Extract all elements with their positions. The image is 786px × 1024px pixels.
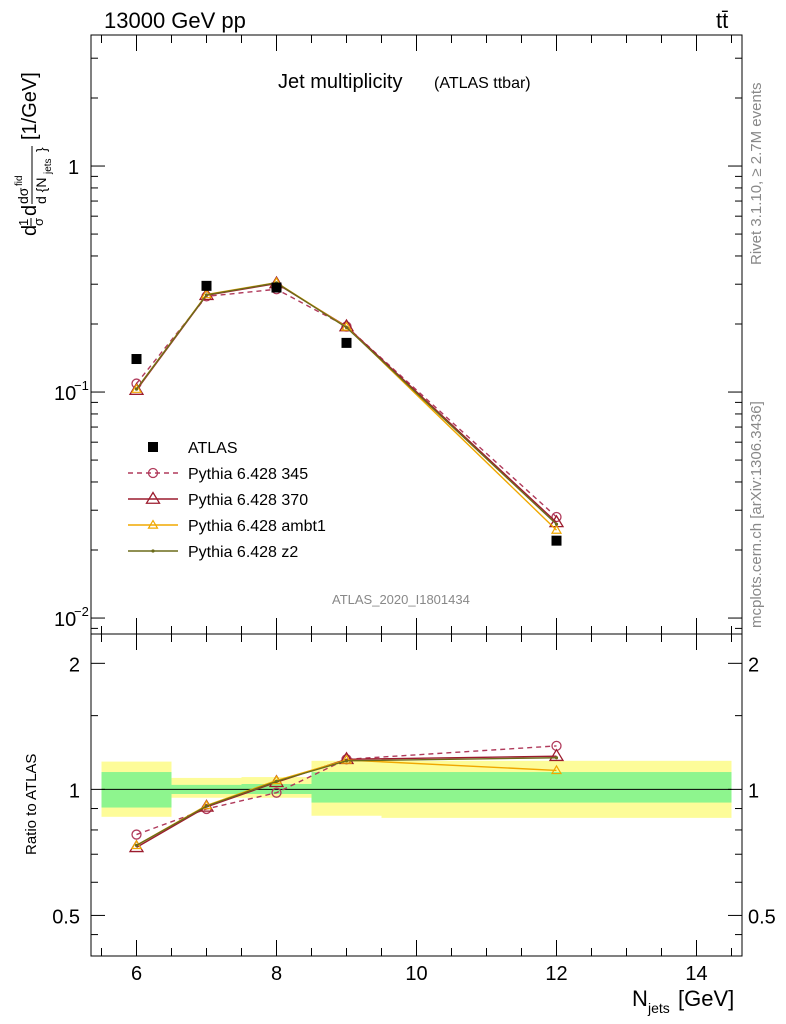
legend-marker [148,442,158,452]
ratio-series-group [128,740,565,853]
x-ticks: 6 8 10 12 14 [101,35,732,985]
atlas-data-point [131,354,142,365]
svg-text:σ: σ [31,218,46,226]
legend-label: Pythia 6.428 370 [188,492,308,509]
main-series-point [204,293,209,297]
ratio-y-tick-label: 1 [69,780,80,802]
x-tick-label: 8 [271,963,282,985]
svg-text:d: d [19,205,41,216]
svg-text:−1: −1 [74,378,89,393]
svg-text:}: } [33,147,49,152]
ratio-series-point [270,774,283,785]
svg-text:10: 10 [54,609,76,631]
legend-entry: ATLAS [148,440,238,457]
x-tick-label: 14 [685,963,707,985]
svg-text:jets: jets [647,1000,670,1016]
x-axis-label: N jets [GeV] [632,986,734,1016]
svg-text:d {N: d {N [33,178,49,204]
main-y-tick-label: 10−2 [54,604,89,631]
main-series-3 [134,281,559,526]
main-series-point [344,325,349,330]
atlas-data-point [551,535,562,546]
svg-text:1: 1 [16,219,31,226]
ratio-series-point [271,787,282,798]
ratio-y-axis-label: Ratio to ATLAS [23,754,40,855]
ratio-series-point [134,843,139,847]
svg-text:N: N [632,986,648,1011]
ratio-series-point [340,754,353,764]
legend-marker [147,467,159,479]
atlas-data-point [201,280,212,291]
ratio-series-line [136,745,557,836]
ratio-series-point [554,756,559,760]
stat-uncertainty-band [311,772,382,803]
legend-entry: Pythia 6.428 z2 [128,544,298,561]
ratio-series-3 [134,756,559,847]
svg-text:dσ: dσ [15,187,31,204]
ratio-y-tick-label-right: 0.5 [748,906,776,928]
ratio-y-tick-label: 0.5 [52,906,80,928]
ratio-y-ticks: 0.5 0.5 1 1 2 2 [52,654,776,936]
legend: ATLAS Pythia 6.428 345 Pythia 6.428 370 Pyt… [128,440,326,561]
plot-subtitle: (ATLAS ttbar) [434,75,531,92]
svg-text:10: 10 [54,383,76,405]
atlas-data-point [341,337,352,348]
ratio-series-point [274,779,279,783]
x-tick-label: 10 [405,963,427,985]
analysis-tag: ATLAS_2020_I1801434 [332,592,470,607]
main-series-point [550,524,563,534]
main-plot-panel: 10−210−11 Jet multiplicity (ATLAS ttbar)… [54,34,743,635]
main-series-point [134,387,139,391]
rivet-version-label: Rivet 3.1.10, ≥ 2.7M events [748,83,765,266]
legend-entry: Pythia 6.428 370 [128,491,308,509]
ratio-series-point [550,764,563,775]
process-label: tt̄ [716,8,728,33]
ratio-y-tick-label: 2 [69,654,80,676]
main-y-tick-label: 10−1 [54,378,89,405]
ratio-series-point [548,748,565,762]
legend-label: Pythia 6.428 z2 [188,544,298,561]
main-data-points [131,280,562,546]
legend-label: ATLAS [188,440,238,457]
main-series-1 [128,275,565,528]
main-y-axis-label: d 1 σ d dσ fid d {N jets } [1/GeV] [14,72,54,236]
energy-label: 13000 GeV pp [104,8,246,33]
svg-text:d: d [19,225,41,236]
legend-marker [145,491,161,504]
svg-text:jets: jets [43,158,54,175]
x-tick-label: 6 [131,963,142,985]
ratio-series-point [131,829,142,840]
svg-text:−2: −2 [74,604,89,619]
main-series-point [130,383,143,393]
legend-label: Pythia 6.428 ambt1 [188,518,326,535]
legend-entry: Pythia 6.428 ambt1 [128,518,326,535]
x-tick-label: 12 [545,963,567,985]
legend-label: Pythia 6.428 345 [188,466,308,483]
main-y-ticks: 10−210−11 [54,57,742,631]
main-series-point [554,522,559,526]
ratio-series-point [344,759,349,763]
svg-text:[GeV]: [GeV] [678,986,734,1011]
ratio-y-tick-label-right: 2 [748,654,759,676]
main-series-point [128,382,145,395]
atlas-data-point [271,282,282,293]
ratio-y-tick-label-right: 1 [748,780,759,802]
svg-text:1: 1 [68,157,79,179]
legend-entry: Pythia 6.428 345 [128,466,308,483]
mcplots-label: mcplots.cern.ch [arXiv:1306.3436] [748,401,765,628]
stat-uncertainty-band [381,772,732,803]
svg-text:[1/GeV]: [1/GeV] [19,72,41,140]
legend-marker [151,549,155,553]
ratio-plot-panel: 0.5 0.51 12 2 6 8 10 12 14 [52,35,776,985]
main-y-tick-label: 1 [68,157,79,179]
legend-marker [147,519,159,529]
svg-text:fid: fid [14,175,25,186]
ratio-series-point [204,804,209,808]
plot-title: Jet multiplicity [278,71,402,93]
